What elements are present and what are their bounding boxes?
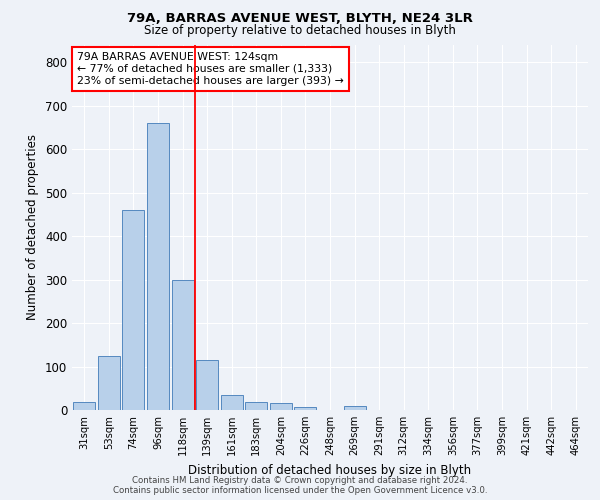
Bar [270,404,292,410]
Bar [245,402,268,410]
Text: Contains HM Land Registry data © Crown copyright and database right 2024.: Contains HM Land Registry data © Crown c… [132,476,468,485]
Bar [295,406,316,410]
Text: Contains public sector information licensed under the Open Government Licence v3: Contains public sector information licen… [113,486,487,495]
Text: Size of property relative to detached houses in Blyth: Size of property relative to detached ho… [144,24,456,37]
Bar [344,406,365,410]
X-axis label: Distribution of detached houses by size in Blyth: Distribution of detached houses by size … [188,464,472,476]
Bar [196,360,218,410]
Bar [73,402,95,410]
Bar [147,123,169,410]
Text: 79A BARRAS AVENUE WEST: 124sqm
← 77% of detached houses are smaller (1,333)
23% : 79A BARRAS AVENUE WEST: 124sqm ← 77% of … [77,52,344,86]
Bar [122,210,145,410]
Bar [221,395,243,410]
Y-axis label: Number of detached properties: Number of detached properties [26,134,40,320]
Bar [98,356,120,410]
Bar [172,280,194,410]
Text: 79A, BARRAS AVENUE WEST, BLYTH, NE24 3LR: 79A, BARRAS AVENUE WEST, BLYTH, NE24 3LR [127,12,473,24]
